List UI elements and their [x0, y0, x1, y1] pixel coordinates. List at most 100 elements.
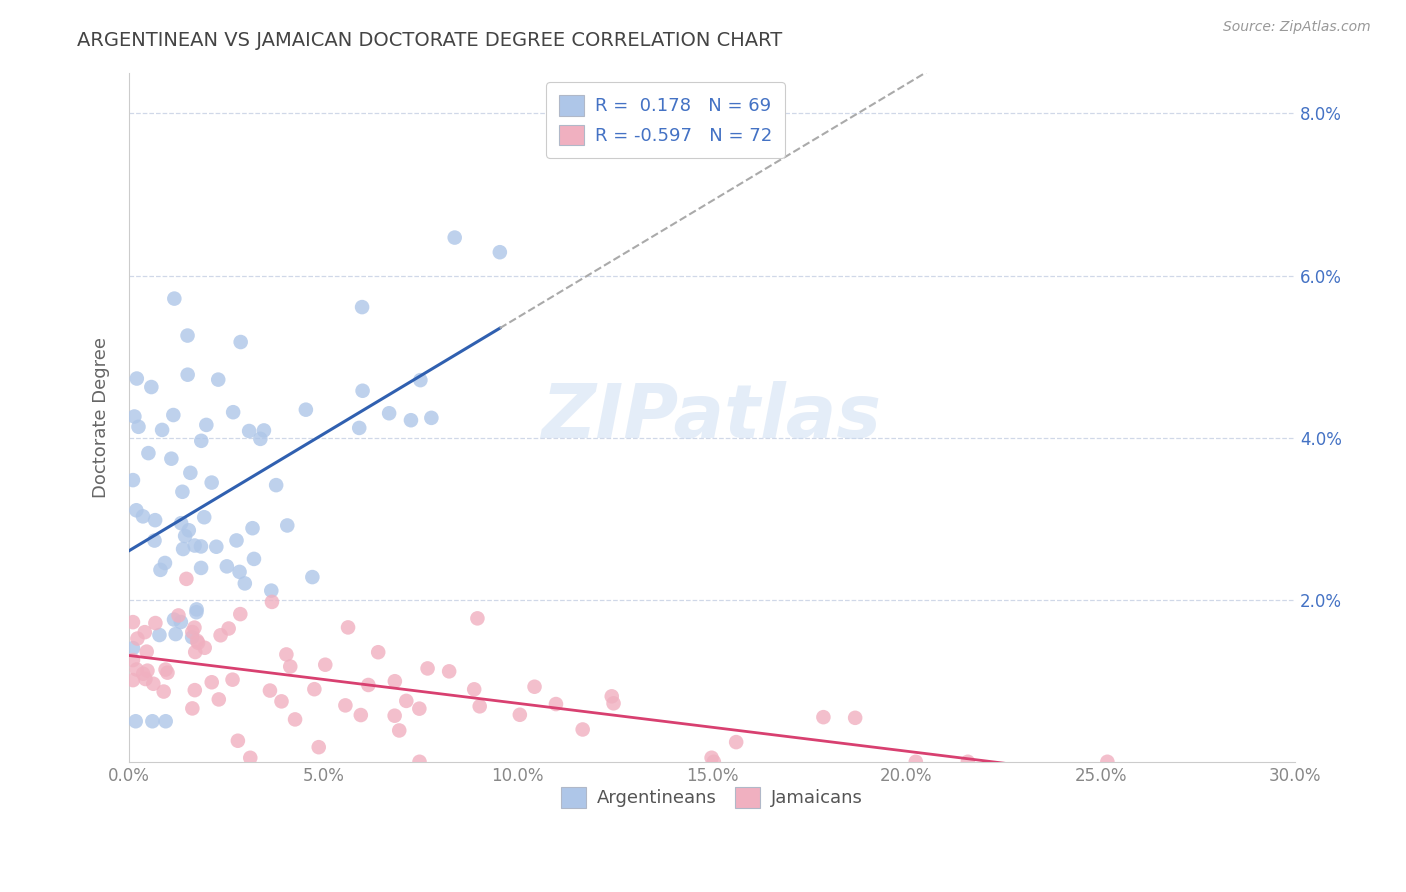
Point: [150, 423, 173, 437]
Point: [193, 510, 215, 524]
Point: [242, 521, 264, 535]
Point: [384, 708, 406, 723]
Point: [138, 446, 160, 460]
Point: [141, 380, 163, 394]
Point: [489, 245, 512, 260]
Point: [125, 663, 148, 677]
Point: [143, 533, 166, 548]
Text: Source: ZipAtlas.com: Source: ZipAtlas.com: [1223, 20, 1371, 34]
Point: [284, 712, 307, 726]
Point: [523, 680, 546, 694]
Point: [725, 735, 748, 749]
Point: [165, 627, 187, 641]
Point: [195, 417, 218, 432]
Point: [249, 432, 271, 446]
Point: [179, 466, 201, 480]
Point: [215, 559, 238, 574]
Point: [399, 413, 422, 427]
Point: [335, 698, 357, 713]
Point: [509, 707, 531, 722]
Point: [295, 402, 318, 417]
Point: [844, 711, 866, 725]
Point: [357, 678, 380, 692]
Point: [190, 561, 212, 575]
Point: [408, 701, 430, 715]
Point: [904, 755, 927, 769]
Point: [127, 632, 149, 646]
Point: [205, 540, 228, 554]
Point: [132, 666, 155, 681]
Point: [226, 733, 249, 747]
Point: [145, 615, 167, 630]
Point: [276, 518, 298, 533]
Point: [190, 434, 212, 448]
Point: [378, 406, 401, 420]
Point: [233, 576, 256, 591]
Point: [155, 714, 177, 729]
Point: [174, 529, 197, 543]
Point: [122, 473, 145, 487]
Point: [437, 665, 460, 679]
Point: [170, 615, 193, 629]
Point: [239, 751, 262, 765]
Point: [571, 723, 593, 737]
Point: [125, 714, 148, 729]
Point: [181, 701, 204, 715]
Point: [170, 516, 193, 531]
Point: [183, 621, 205, 635]
Point: [134, 672, 156, 686]
Point: [156, 665, 179, 680]
Point: [125, 371, 148, 385]
Point: [225, 533, 247, 548]
Point: [122, 615, 145, 629]
Point: [176, 328, 198, 343]
Point: [208, 692, 231, 706]
Point: [468, 699, 491, 714]
Point: [167, 608, 190, 623]
Point: [149, 563, 172, 577]
Point: [700, 750, 723, 764]
Point: [183, 539, 205, 553]
Point: [352, 384, 374, 398]
Point: [243, 552, 266, 566]
Point: [420, 410, 443, 425]
Point: [956, 755, 979, 769]
Point: [602, 696, 624, 710]
Point: [308, 740, 330, 755]
Point: [201, 475, 224, 490]
Point: [395, 694, 418, 708]
Point: [416, 661, 439, 675]
Point: [276, 648, 298, 662]
Point: [228, 565, 250, 579]
Point: [132, 509, 155, 524]
Point: [122, 641, 145, 656]
Point: [190, 540, 212, 554]
Text: ZIPatlas: ZIPatlas: [541, 381, 882, 454]
Point: [352, 300, 374, 314]
Point: [409, 373, 432, 387]
Point: [253, 424, 276, 438]
Point: [408, 755, 430, 769]
Point: [186, 602, 208, 616]
Point: [143, 513, 166, 527]
Point: [388, 723, 411, 738]
Point: [207, 373, 229, 387]
Point: [135, 645, 157, 659]
Legend: Argentineans, Jamaicans: Argentineans, Jamaicans: [554, 780, 870, 814]
Point: [142, 677, 165, 691]
Point: [148, 628, 170, 642]
Point: [259, 683, 281, 698]
Point: [278, 659, 301, 673]
Point: [187, 636, 209, 650]
Point: [122, 653, 145, 667]
Y-axis label: Doctorate Degree: Doctorate Degree: [93, 337, 110, 498]
Point: [209, 628, 232, 642]
Point: [155, 663, 177, 677]
Point: [304, 682, 326, 697]
Point: [172, 484, 194, 499]
Point: [152, 684, 174, 698]
Point: [463, 682, 485, 697]
Point: [172, 541, 194, 556]
Point: [238, 424, 260, 438]
Point: [177, 523, 200, 537]
